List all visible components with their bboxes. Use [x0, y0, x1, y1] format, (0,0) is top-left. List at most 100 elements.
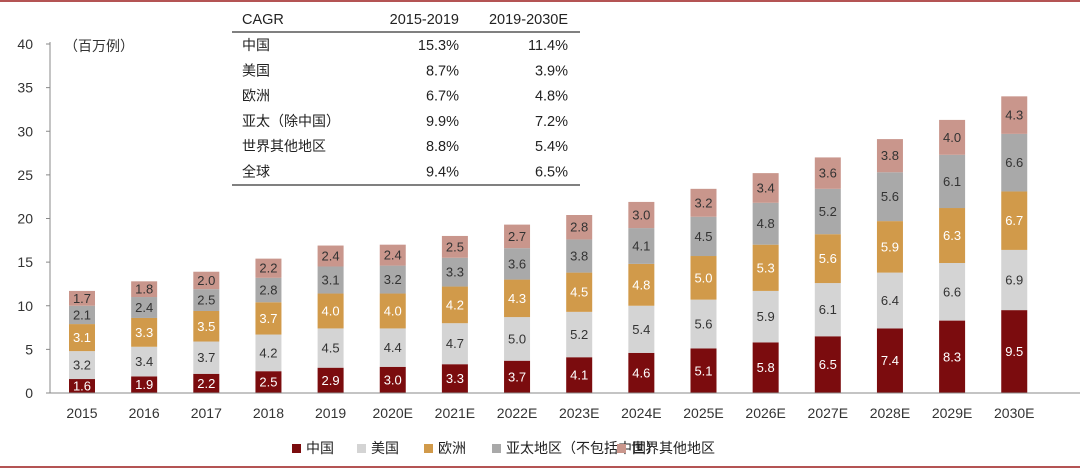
- bar-segment: [690, 348, 717, 393]
- bar-segment: [504, 248, 531, 280]
- bar-segment: [317, 367, 344, 393]
- bar-segment: [441, 235, 468, 258]
- bar-segment: [131, 376, 158, 393]
- bar-segment: [628, 305, 655, 353]
- data-label: 2.4: [322, 249, 340, 264]
- bar-segment: [814, 188, 841, 235]
- y-tick-label: 5: [25, 341, 33, 357]
- bar-segment: [939, 262, 966, 321]
- x-tick-label: 2019: [315, 405, 346, 421]
- cagr-header-label: CAGR: [242, 12, 284, 28]
- y-tick-label: 40: [17, 36, 33, 52]
- data-label: 5.8: [757, 360, 775, 375]
- x-tick-label: 2029E: [932, 405, 972, 421]
- bar-segment: [690, 188, 717, 217]
- legend-label: 世界其他地区: [631, 441, 715, 457]
- bar-segment: [504, 317, 531, 361]
- data-label: 4.4: [384, 340, 402, 355]
- bar-segment: [69, 305, 95, 325]
- bar-segment: [504, 360, 531, 393]
- data-label: 6.4: [881, 293, 899, 308]
- bar-segment: [255, 302, 282, 335]
- data-label: 6.6: [1005, 155, 1023, 170]
- cagr-row-region: 全球: [242, 164, 270, 181]
- data-label: 2.4: [384, 248, 402, 263]
- cagr-row-value-2015-2019: 8.7%: [426, 63, 459, 79]
- x-tick-label: 2023E: [559, 405, 599, 421]
- cagr-row-value-2019-2030: 7.2%: [535, 114, 568, 130]
- legend-swatch: [292, 444, 301, 453]
- data-label: 3.8: [570, 249, 588, 264]
- data-label: 4.3: [508, 291, 526, 306]
- cagr-row-region: 中国: [242, 38, 270, 54]
- bar-segment: [193, 310, 220, 342]
- data-label: 3.4: [757, 180, 775, 195]
- data-label: 5.9: [757, 309, 775, 324]
- data-label: 4.0: [384, 303, 402, 318]
- bar-segment: [379, 366, 406, 393]
- bar-segment: [814, 336, 841, 393]
- bar-segment: [69, 290, 95, 306]
- cagr-row-value-2015-2019: 6.7%: [426, 89, 459, 105]
- bar-segment: [752, 173, 779, 203]
- y-tick-label: 15: [17, 254, 33, 270]
- bar-segment: [566, 272, 593, 312]
- data-label: 3.2: [73, 358, 91, 373]
- bar-segment: [939, 119, 966, 155]
- bar-segment: [69, 324, 95, 352]
- data-label: 4.0: [322, 303, 340, 318]
- bar-segment: [131, 281, 158, 298]
- bar-segment: [876, 328, 903, 393]
- data-label: 4.8: [757, 216, 775, 231]
- data-label: 6.5: [819, 357, 837, 372]
- cagr-row-region: 亚太（除中国）: [242, 114, 340, 130]
- data-label: 3.3: [446, 371, 464, 386]
- data-label: 5.6: [694, 317, 712, 332]
- data-label: 3.3: [135, 325, 153, 340]
- data-label: 4.1: [570, 368, 588, 383]
- bar-segment: [566, 357, 593, 393]
- bar-segment: [628, 201, 655, 229]
- bar-segment: [876, 172, 903, 222]
- bar-segment: [1001, 191, 1028, 250]
- data-label: 6.7: [1005, 213, 1023, 228]
- legend-label: 欧洲: [438, 441, 466, 457]
- data-label: 6.3: [943, 228, 961, 243]
- data-label: 2.8: [259, 283, 277, 298]
- data-label: 3.2: [384, 272, 402, 287]
- cagr-row-value-2015-2019: 8.8%: [426, 139, 459, 155]
- bar-segment: [255, 371, 282, 393]
- legend: 中国 美国 欧洲 亚太地区（不包括中国）世界其他地区: [292, 441, 715, 457]
- data-label: 9.5: [1005, 344, 1023, 359]
- cagr-row-value-2015-2019: 9.4%: [426, 165, 459, 181]
- y-tick-label: 25: [17, 167, 33, 183]
- bar-segment: [939, 320, 966, 393]
- x-tick-label: 2022E: [497, 405, 537, 421]
- data-label: 1.9: [135, 377, 153, 392]
- bar-segment: [814, 283, 841, 337]
- x-tick-label: 2017: [191, 405, 222, 421]
- x-tick-label: 2028E: [870, 405, 910, 421]
- y-tick-label: 35: [17, 80, 33, 96]
- data-label: 8.3: [943, 349, 961, 364]
- bar-segment: [317, 266, 344, 294]
- data-label: 5.2: [819, 204, 837, 219]
- bar-segment: [876, 139, 903, 173]
- data-label: 7.4: [881, 353, 899, 368]
- x-tick-label: 2025E: [683, 405, 723, 421]
- bar-segment: [255, 258, 282, 278]
- x-tick-label: 2026E: [745, 405, 785, 421]
- bar-segment: [566, 311, 593, 358]
- bar-segment: [379, 244, 406, 266]
- data-label: 6.6: [943, 284, 961, 299]
- data-label: 2.5: [197, 293, 215, 308]
- cagr-row-value-2015-2019: 9.9%: [426, 114, 459, 130]
- legend-swatch: [424, 444, 433, 453]
- bar-segment: [504, 279, 531, 318]
- y-axis: 0 5 10 15 20 25 30 35 40: [17, 36, 51, 401]
- cagr-row-value-2019-2030: 6.5%: [535, 165, 568, 181]
- bar-segment: [379, 293, 406, 329]
- data-label: 2.9: [322, 373, 340, 388]
- data-label: 2.2: [197, 376, 215, 391]
- legend-swatch: [617, 444, 626, 453]
